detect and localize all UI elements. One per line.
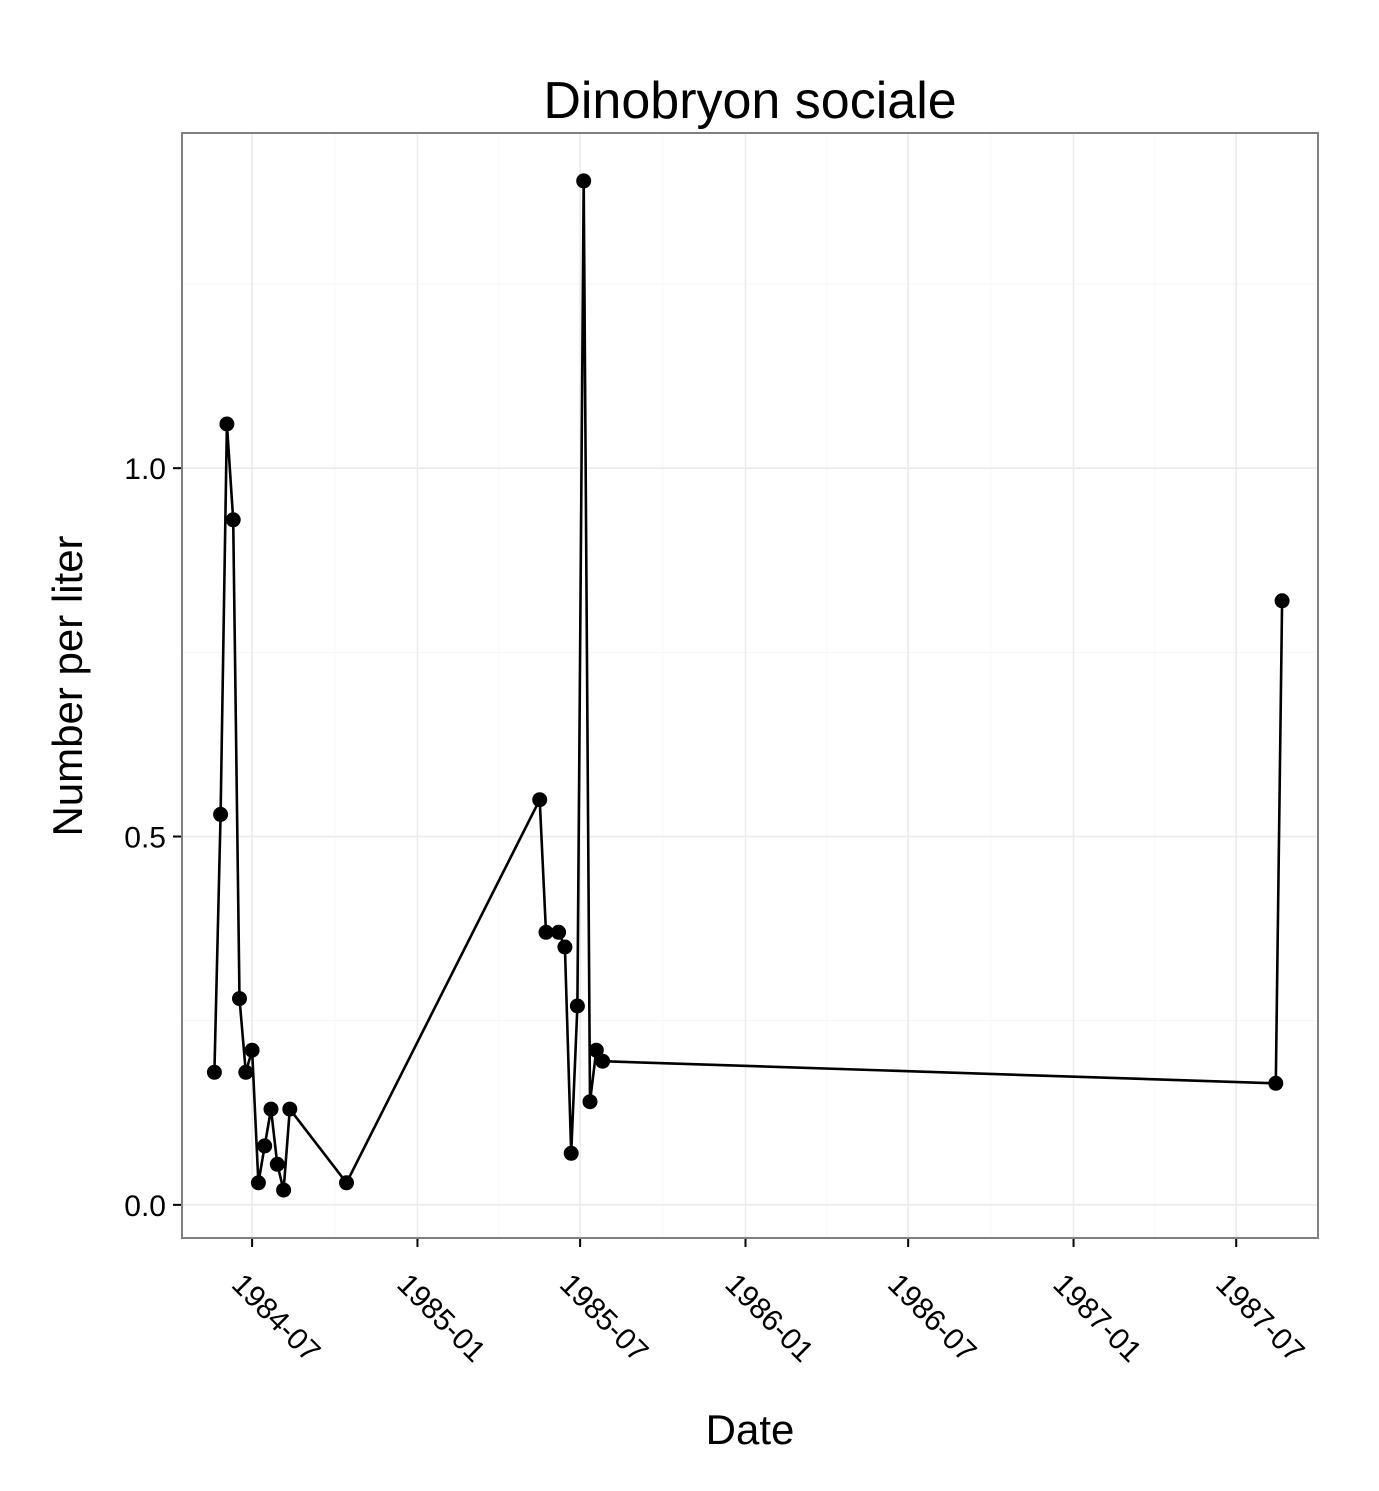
data-point (1268, 1075, 1284, 1091)
data-point (569, 998, 585, 1014)
data-point (588, 1042, 604, 1058)
data-point (232, 991, 247, 1007)
data-point (257, 1138, 273, 1154)
y-tick-label: 1.0 (124, 453, 166, 486)
data-point (213, 806, 229, 822)
data-point (551, 924, 567, 940)
data-point (276, 1182, 292, 1198)
series-line (213, 179, 1284, 1192)
data-point (225, 512, 241, 528)
data-point (582, 1094, 598, 1110)
data-point (219, 416, 235, 432)
panel-border (181, 132, 1319, 1239)
y-tick-label: 0.0 (124, 1190, 166, 1223)
y-axis-title: Number per liter (44, 535, 91, 836)
data-point (238, 1064, 254, 1080)
y-tick-label: 0.5 (124, 822, 166, 855)
data-point (538, 924, 554, 940)
data-point (244, 1042, 260, 1058)
x-axis-title: Date (706, 1406, 795, 1453)
data-point (339, 1175, 354, 1191)
data-point (263, 1101, 279, 1117)
data-point (282, 1101, 298, 1117)
data-point (532, 792, 548, 808)
data-point (595, 1053, 611, 1069)
data-point (250, 1175, 266, 1191)
plot-area: 1984-07 1985-01 1985-07 1986-01 1986-07 1987-… (124, 133, 1318, 1369)
data-point (206, 1064, 222, 1080)
data-point (1274, 593, 1290, 609)
data-point (557, 939, 573, 955)
plot-panel (182, 133, 1318, 1238)
data-point (563, 1145, 579, 1161)
chart-title: Dinobryon sociale (543, 72, 956, 130)
data-point (576, 173, 592, 189)
data-point (269, 1156, 285, 1172)
